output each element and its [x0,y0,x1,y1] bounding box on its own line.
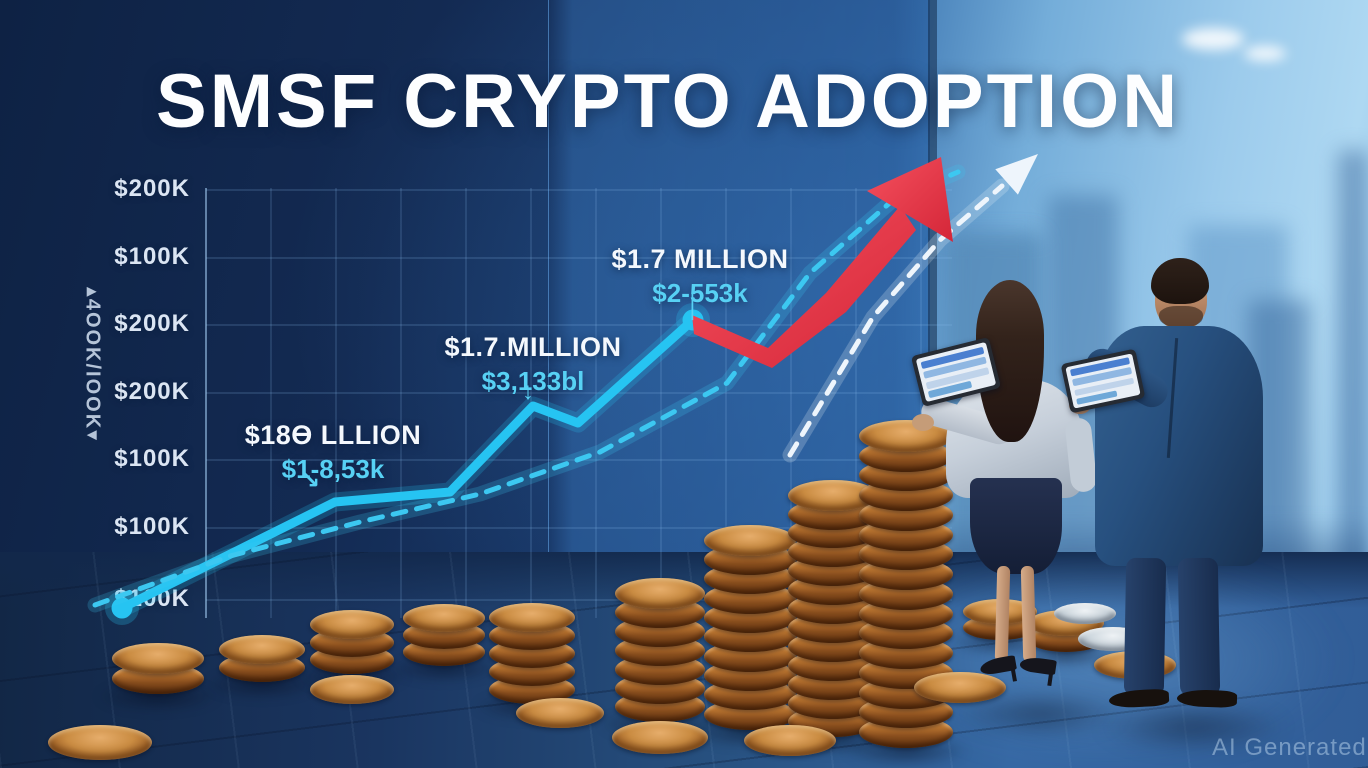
page-title: SMSF CRYPTO ADOPTION [156,59,1181,144]
red-trend-arrow-body [692,206,916,368]
coin [516,698,604,728]
woman-skirt [970,478,1062,574]
man-beard [1159,306,1203,328]
annotation-main-label: $18Ɵ LLLION [244,420,422,450]
coin [219,635,305,664]
cloud [1244,46,1286,61]
annotation-pointer-arrow-icon: │ [686,292,701,319]
woman-leg [994,565,1011,663]
coin [914,672,1006,703]
data-point-dot [111,597,133,619]
annotation-pointer-arrow-icon: ↘ [300,467,321,494]
y-axis-tick: $100K [114,243,190,270]
window-frame-edge [928,0,937,625]
projection-dashed-white-line [787,183,1005,458]
woman-hand [912,414,934,431]
annotation-sub-label: $3,133bl [481,366,585,396]
coin [112,643,204,674]
woman-figure [910,280,1110,710]
coin [403,604,485,632]
annotation-sub-label: $1-8,53k [281,454,385,484]
coin [704,525,796,556]
ai-generated-watermark: AI Generated [1212,734,1367,761]
city-building [1338,150,1368,575]
annotation-sub-label: $2-553k [652,278,748,308]
annotation-pointer-arrow-icon: ↓ [522,378,534,405]
man-leg [1123,557,1167,697]
man-hair [1151,258,1209,304]
annotation-main-label: $1.7 MILLION [611,244,789,274]
man-shoe [1108,688,1170,709]
coin [489,603,575,632]
projection-dashed-cyan-line [92,169,961,608]
coin [310,610,394,639]
y-axis-tick: $200K [114,378,190,405]
woman-heel-shoe [1019,655,1057,676]
man-leg [1177,557,1221,697]
value-annotation: $18Ɵ LLLION $1-8,53k [213,420,453,485]
y-axis-tick: $100K [114,445,190,472]
y-axis-tick: $100K [114,513,190,540]
y-axis-tick: $200K [114,310,190,337]
value-annotation: $1.7 MILLION $2-553k [580,244,820,309]
tablet-screen [1065,353,1141,409]
coin [615,578,705,609]
reflection [1098,702,1288,752]
coin [310,675,394,704]
man-shoe [1176,688,1238,709]
historical-growth-line-line [117,315,698,613]
cloud [1182,28,1244,50]
man-figure [1060,258,1280,723]
y-axis-tick: $200K [114,175,190,202]
value-annotation: $1.7.MILLION $3,133bl [413,332,653,397]
coin [1054,603,1116,624]
annotation-main-label: $1.7.MILLION [444,332,622,362]
coin [744,725,836,756]
woman-leg [1020,565,1037,663]
coin [48,725,152,760]
red-trend-arrowhead-icon [867,157,953,242]
projection-arrowhead-icon [995,154,1038,195]
coin [612,721,708,754]
woman-heel-shoe [978,654,1018,677]
reflection [955,692,1125,736]
